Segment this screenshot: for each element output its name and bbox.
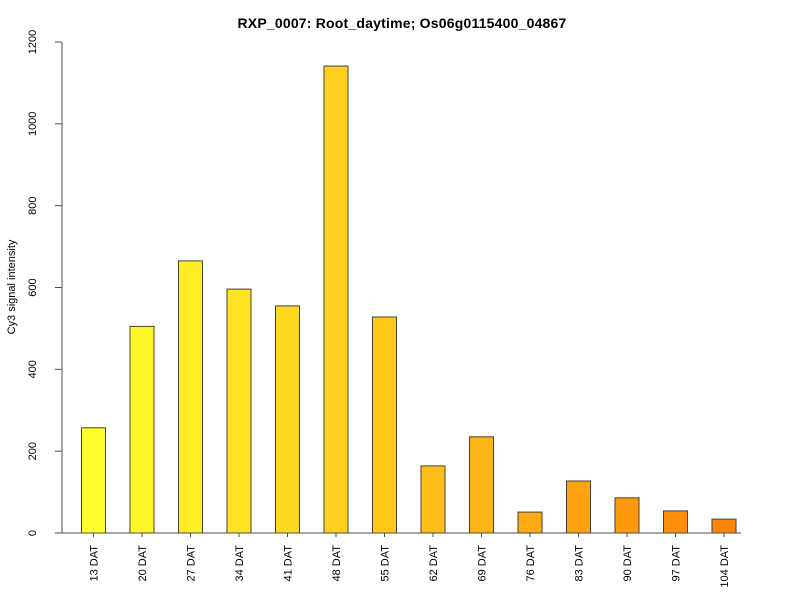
- y-tick-label: 1200: [27, 30, 39, 54]
- bar-41-dat: [275, 305, 300, 534]
- bar-27-dat: [178, 260, 203, 534]
- x-tick-label: 90 DAT: [622, 545, 634, 582]
- y-tick-label: 400: [27, 360, 39, 378]
- y-tick-label: 600: [27, 278, 39, 296]
- x-tick-label: 55 DAT: [380, 545, 392, 582]
- bar-62-dat: [420, 465, 446, 534]
- x-tick-label: 83 DAT: [574, 545, 586, 582]
- x-tick-label: 41 DAT: [283, 545, 295, 582]
- bar-104-dat: [711, 518, 737, 534]
- bar-55-dat: [372, 316, 397, 534]
- x-tick-label: 20 DAT: [137, 545, 149, 582]
- x-tick-label: 34 DAT: [234, 545, 246, 582]
- y-tick-label: 0: [27, 530, 39, 536]
- x-tick-label: 62 DAT: [428, 545, 440, 582]
- y-axis: 0 200 400 600 800 1000 1200: [27, 30, 63, 536]
- x-tick-label: 104 DAT: [719, 545, 731, 588]
- y-tick-label: 1000: [27, 112, 39, 136]
- x-tick-label: 48 DAT: [331, 545, 343, 582]
- bar-83-dat: [566, 480, 591, 534]
- x-tick-label: 27 DAT: [186, 545, 198, 582]
- bar-13-dat: [81, 427, 106, 534]
- bar-34-dat: [226, 288, 252, 534]
- x-tick-label: 69 DAT: [477, 545, 489, 582]
- x-tick-label: 76 DAT: [525, 545, 537, 582]
- bar-69-dat: [469, 436, 494, 534]
- x-tick-label: 13 DAT: [89, 545, 101, 582]
- bar-90-dat: [614, 497, 640, 534]
- x-tick-label: 97 DAT: [671, 545, 683, 582]
- bar-97-dat: [663, 510, 688, 534]
- bars-group: [81, 65, 737, 534]
- chart-title: RXP_0007: Root_daytime; Os06g0115400_048…: [237, 15, 567, 31]
- x-axis: 13 DAT 20 DAT 27 DAT 34 DAT 41 DAT 48 DAT 55 D…: [62, 532, 741, 588]
- bar-20-dat: [129, 325, 155, 534]
- bar-76-dat: [517, 511, 543, 534]
- y-tick-label: 200: [27, 442, 39, 460]
- bar-48-dat: [323, 65, 349, 534]
- y-tick-label: 800: [27, 197, 39, 215]
